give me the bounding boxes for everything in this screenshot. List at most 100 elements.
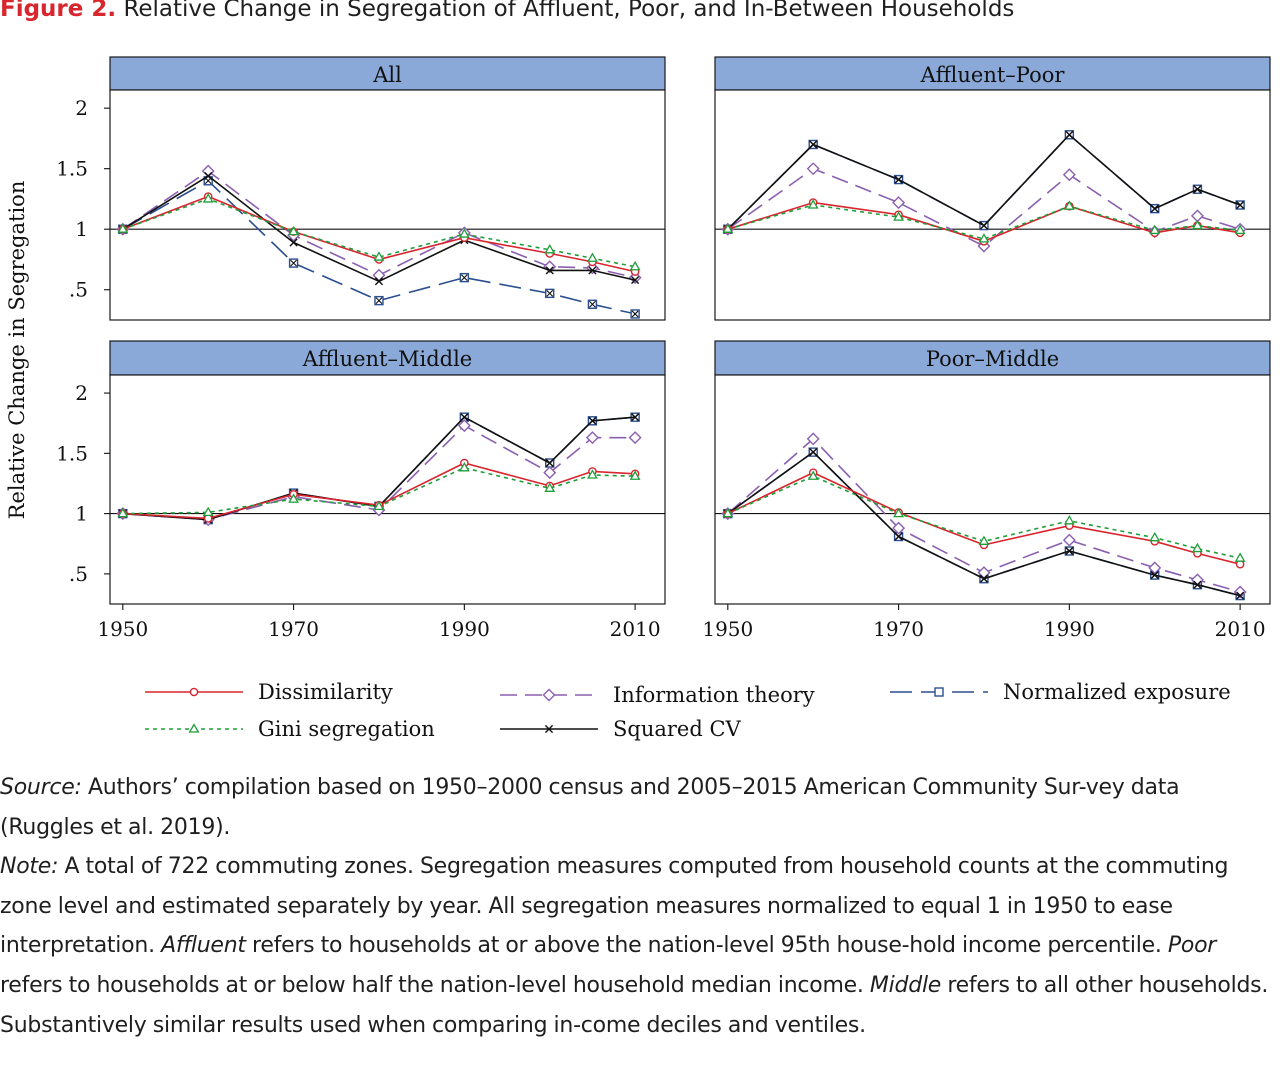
data-point xyxy=(979,574,989,583)
series-line xyxy=(727,475,1241,559)
legend-swatch-marker xyxy=(189,687,199,697)
legend-label: Normalized exposure xyxy=(1003,680,1231,704)
data-point xyxy=(117,507,129,518)
data-point xyxy=(894,532,903,541)
series-line xyxy=(727,451,1241,597)
series-line xyxy=(122,198,636,268)
data-point xyxy=(807,199,819,209)
x-tick-label: 1970 xyxy=(873,617,924,641)
series-line xyxy=(727,201,1241,243)
data-point xyxy=(629,260,641,271)
data-point xyxy=(545,266,554,275)
data-point xyxy=(892,521,906,535)
panel-title: Poor–Middle xyxy=(926,347,1059,371)
y-tick-label: 1 xyxy=(75,502,88,526)
data-point xyxy=(893,211,904,221)
legend-swatch-marker xyxy=(544,724,554,734)
series-line xyxy=(122,170,636,279)
panel-header xyxy=(109,56,666,91)
x-tick-label: 1950 xyxy=(97,617,148,641)
line-chart: All .5 1 1.5 2 Affluent–Poor Affluent–Middle .5… xyxy=(5,56,1271,741)
data-point xyxy=(806,162,820,176)
plot-frame xyxy=(714,89,1271,321)
data-point xyxy=(1234,224,1246,235)
data-point xyxy=(1062,533,1076,547)
data-point xyxy=(373,500,385,511)
data-point xyxy=(1236,591,1245,600)
data-point xyxy=(722,223,734,233)
series-gini xyxy=(117,193,641,271)
plot-frame xyxy=(714,374,1271,605)
legend: Dissimilarity Information theory Normalize… xyxy=(145,680,1231,741)
data-point xyxy=(585,431,599,445)
data-point-cross xyxy=(460,274,468,282)
note-text-1: A total of 722 commuting zones. Segregat… xyxy=(0,854,1229,959)
y-tick-label: 2 xyxy=(75,381,88,405)
data-point xyxy=(1193,185,1202,194)
x-tick-label: 1970 xyxy=(268,617,319,641)
data-point xyxy=(458,228,470,238)
data-point xyxy=(630,309,640,319)
data-point xyxy=(806,432,820,446)
data-point-cross xyxy=(631,310,639,318)
note-text-3: refers to households at or below half th… xyxy=(0,972,870,998)
x-tick-label: 1990 xyxy=(1044,617,1095,641)
data-point xyxy=(288,493,299,503)
affluent-term: Affluent xyxy=(161,933,246,959)
data-point xyxy=(631,275,640,285)
data-point xyxy=(893,507,904,518)
x-tick-label: 2010 xyxy=(610,617,661,641)
data-point xyxy=(544,482,556,492)
data-point xyxy=(288,258,299,268)
figure-label: Figure 2. xyxy=(0,0,117,22)
note-text-2: refers to households at or above the nat… xyxy=(245,933,1168,959)
series-line xyxy=(122,466,636,515)
figure-title-text: Relative Change in Segregation of Afflue… xyxy=(123,0,1015,22)
data-point-cross xyxy=(546,289,554,297)
source-label: Source: xyxy=(0,775,82,800)
source-text: Authors’ compilation based on 1950–2000 … xyxy=(0,775,1180,840)
y-tick-label: 1.5 xyxy=(56,157,88,181)
note-label: Note: xyxy=(0,854,59,880)
panel-poor-middle: Poor–Middle 1950 1970 1990 2010 xyxy=(702,340,1271,641)
data-point xyxy=(894,175,903,184)
panel-all: All .5 1 1.5 2 xyxy=(56,56,666,321)
data-point xyxy=(629,470,641,480)
data-point xyxy=(809,448,818,457)
panel-header xyxy=(714,56,1271,91)
data-point xyxy=(458,461,470,472)
data-point xyxy=(587,299,598,309)
data-point xyxy=(587,252,598,262)
data-point xyxy=(1234,552,1246,562)
data-point xyxy=(289,238,298,247)
data-point xyxy=(1148,561,1162,575)
data-point xyxy=(722,507,734,518)
data-point xyxy=(457,419,471,433)
data-point xyxy=(374,277,384,286)
data-point xyxy=(588,266,597,275)
series-line xyxy=(727,471,1241,565)
data-point-cross xyxy=(589,300,596,308)
data-point xyxy=(1062,168,1076,182)
legend-label: Squared CV xyxy=(613,717,742,741)
data-point xyxy=(631,413,640,422)
data-point xyxy=(588,416,597,425)
data-point xyxy=(892,196,906,210)
legend-item-gini: Gini segregation xyxy=(145,717,435,741)
data-point xyxy=(979,221,989,230)
method-note: Note: A total of 722 commuting zones. Se… xyxy=(0,847,1276,1045)
data-point xyxy=(459,272,470,283)
figure-title: Figure 2. Relative Change in Segregation… xyxy=(0,0,1014,22)
legend-item-exposure: Normalized exposure xyxy=(890,680,1231,704)
note-text-4: refers to all other households. Substant… xyxy=(0,972,1269,1038)
legend-swatch-marker xyxy=(188,723,200,733)
legend-item-squared-cv: Squared CV xyxy=(500,717,742,741)
legend-item-dissimilarity: Dissimilarity xyxy=(145,680,393,704)
data-point-cross xyxy=(375,297,383,305)
data-point xyxy=(1150,204,1159,213)
data-point xyxy=(1193,580,1202,589)
data-point xyxy=(288,225,299,236)
plot-frame xyxy=(109,89,666,321)
y-tick-label: 2 xyxy=(75,96,88,120)
series-line xyxy=(122,195,636,273)
